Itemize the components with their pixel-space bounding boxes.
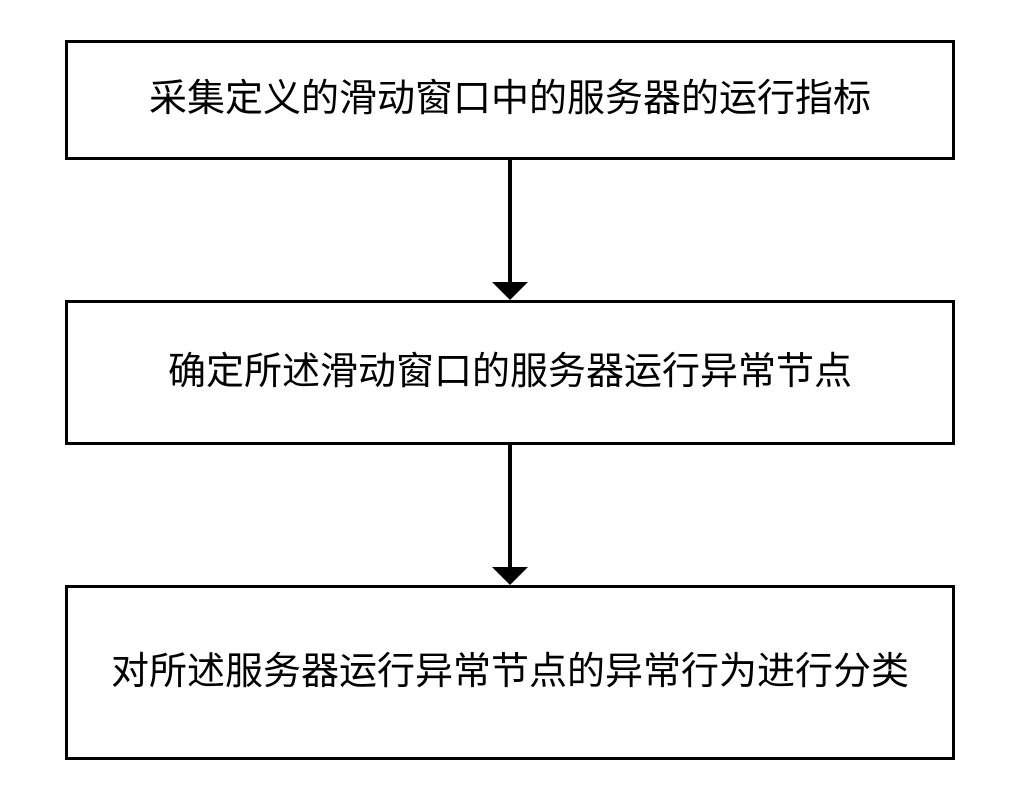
flowchart-node-label: 采集定义的滑动窗口中的服务器的运行指标	[68, 73, 952, 126]
flowchart-arrowhead	[492, 567, 528, 585]
flowchart-node-step2: 确定所述滑动窗口的服务器运行异常节点	[65, 300, 955, 445]
flowchart-canvas: 采集定义的滑动窗口中的服务器的运行指标确定所述滑动窗口的服务器运行异常节点对所述…	[0, 0, 1022, 794]
flowchart-node-label: 确定所述滑动窗口的服务器运行异常节点	[68, 346, 952, 399]
flowchart-arrow	[508, 445, 512, 567]
flowchart-arrow	[508, 160, 512, 282]
flowchart-node-step1: 采集定义的滑动窗口中的服务器的运行指标	[65, 40, 955, 160]
flowchart-node-label: 对所述服务器运行异常节点的异常行为进行分类	[68, 646, 952, 699]
flowchart-arrowhead	[492, 282, 528, 300]
flowchart-node-step3: 对所述服务器运行异常节点的异常行为进行分类	[65, 585, 955, 760]
